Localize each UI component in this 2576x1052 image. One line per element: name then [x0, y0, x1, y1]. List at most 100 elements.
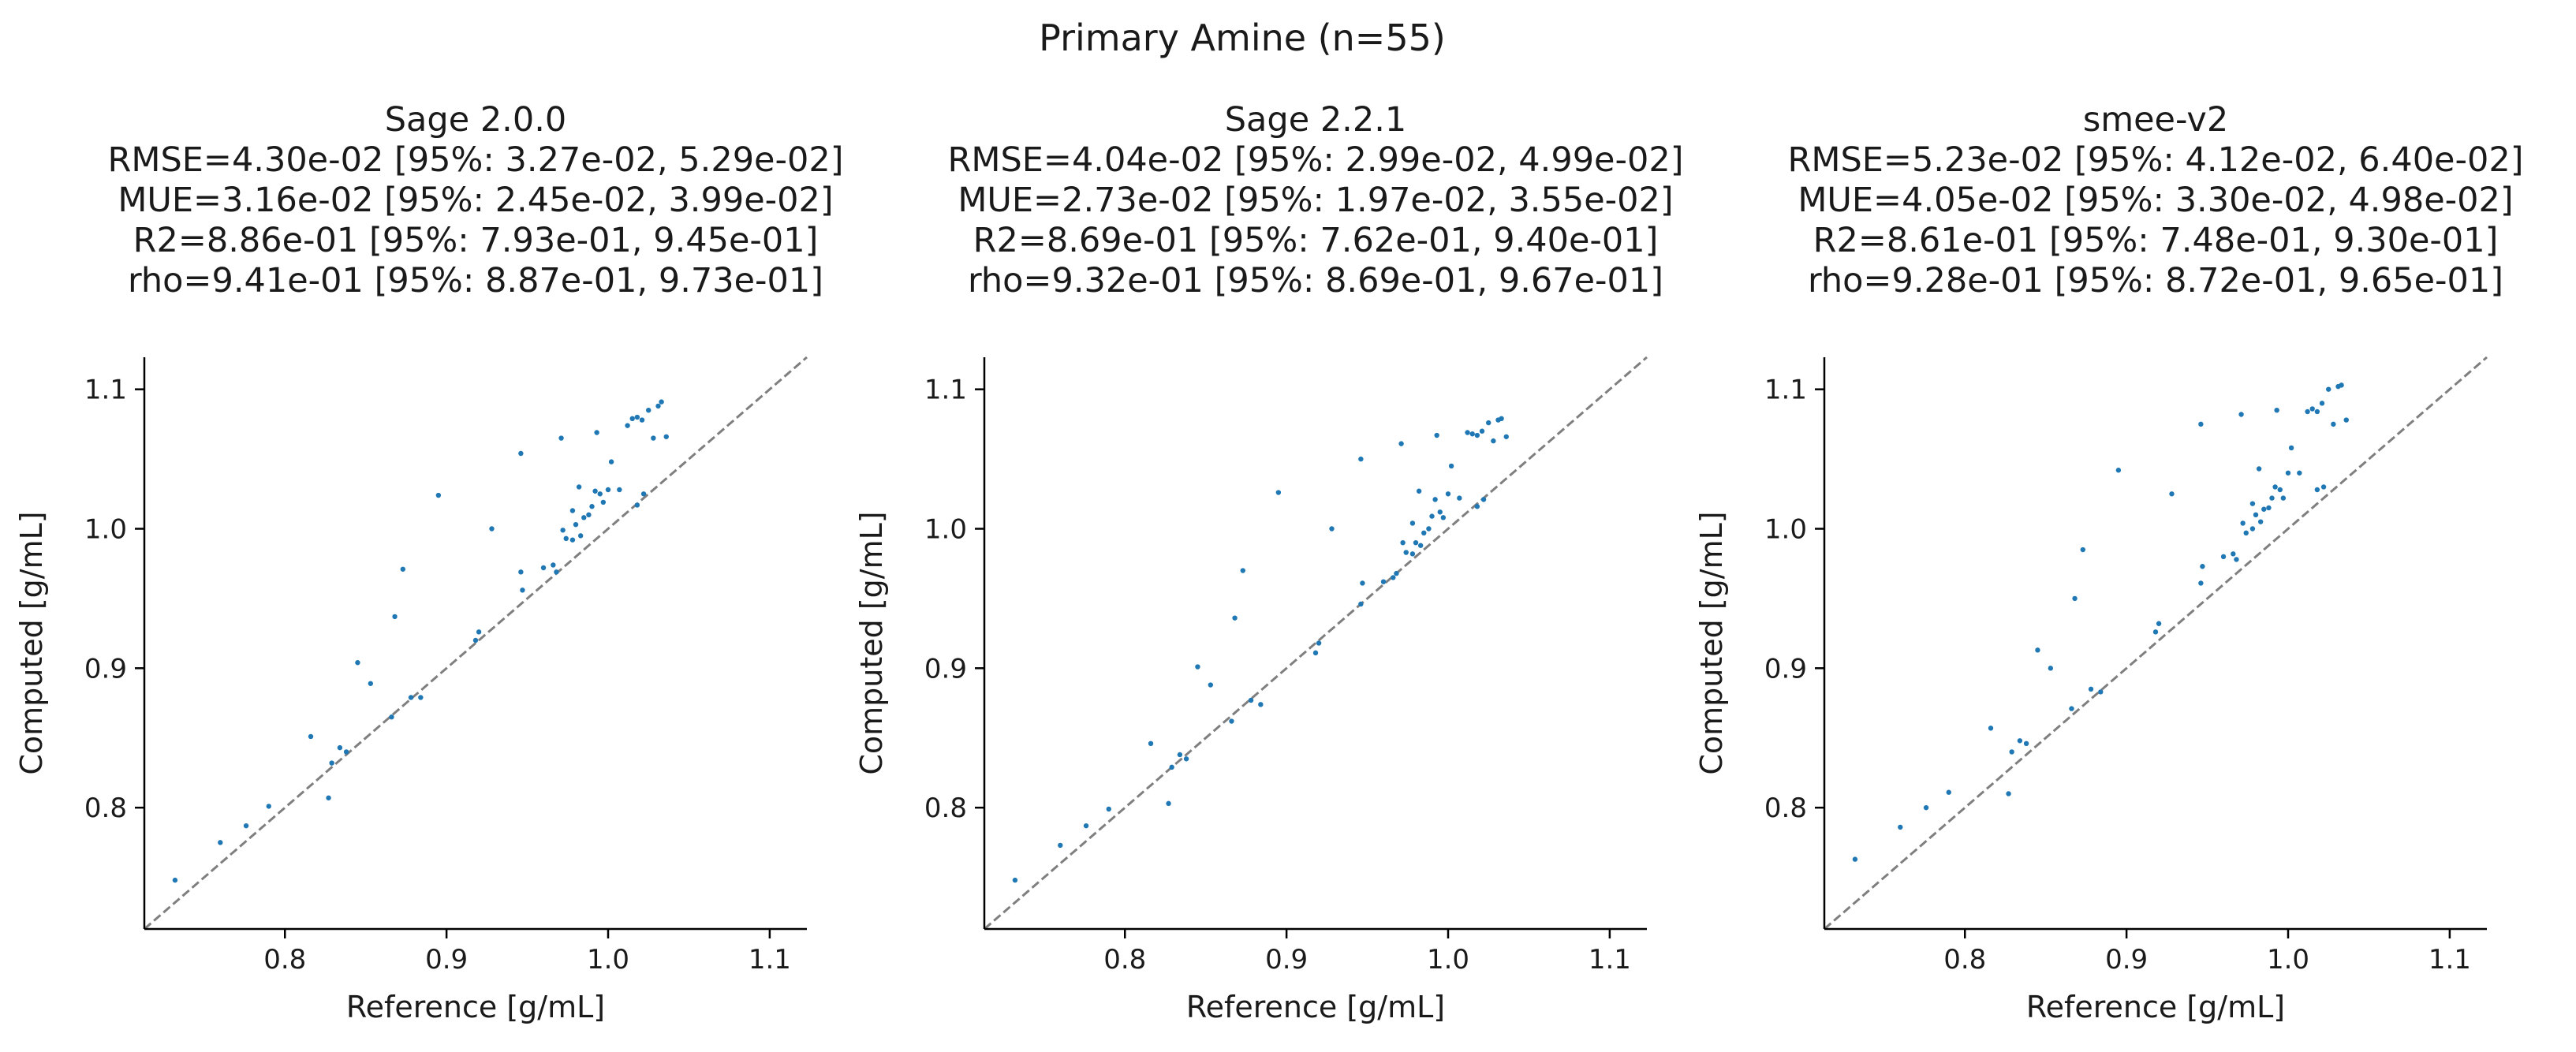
- panel-title: smee-v2: [2083, 100, 2228, 140]
- data-point: [540, 565, 547, 571]
- data-point: [625, 423, 630, 428]
- data-point: [243, 823, 249, 829]
- figure-title: Primary Amine (n=55): [1039, 17, 1446, 59]
- panel-stat-line: RMSE=4.04e-02 [95%: 2.99e-02, 4.99e-02]: [947, 140, 1683, 180]
- data-point: [1400, 539, 1406, 546]
- data-point: [1409, 520, 1416, 526]
- data-point: [489, 526, 495, 532]
- panel-stat-line: R2=8.86e-01 [95%: 7.93e-01, 9.45e-01]: [133, 221, 819, 260]
- panel-stat-line: RMSE=5.23e-02 [95%: 4.12e-02, 6.40e-02]: [1787, 140, 2523, 180]
- data-point: [1391, 575, 1396, 580]
- data-point: [629, 416, 635, 422]
- y-axis-label: Computed [g/mL]: [854, 511, 889, 774]
- data-point: [2297, 470, 2302, 476]
- data-point: [1898, 824, 1903, 830]
- panel-stat-line: R2=8.69e-01 [95%: 7.62e-01, 9.40e-01]: [973, 221, 1659, 260]
- data-point: [1258, 702, 1264, 707]
- data-point: [1169, 764, 1174, 770]
- data-point: [655, 403, 661, 409]
- data-point: [1403, 550, 1409, 555]
- data-point: [326, 795, 331, 800]
- data-point: [2261, 506, 2267, 512]
- data-point: [2256, 466, 2262, 472]
- data-point: [1448, 463, 1454, 469]
- data-point: [308, 733, 314, 740]
- data-point: [639, 417, 645, 423]
- x-tick-label: 0.9: [425, 944, 468, 976]
- y-tick-label: 0.9: [84, 653, 127, 685]
- data-point: [2309, 406, 2315, 412]
- data-point: [1469, 431, 1475, 437]
- y-axis-label: Computed [g/mL]: [1694, 511, 1729, 774]
- data-point: [1416, 488, 1422, 494]
- y-tick-label: 1.1: [924, 375, 967, 406]
- panel-stat-line: MUE=3.16e-02 [95%: 2.45e-02, 3.99e-02]: [118, 181, 833, 220]
- data-point: [1177, 752, 1183, 758]
- x-axis-label: Reference [g/mL]: [346, 990, 605, 1024]
- data-point: [2072, 595, 2078, 602]
- data-point: [1229, 718, 1234, 724]
- x-tick-label: 0.8: [1943, 944, 1986, 976]
- data-point: [646, 407, 651, 413]
- data-point: [634, 502, 640, 508]
- data-point: [2257, 519, 2264, 524]
- data-point: [1195, 664, 1200, 670]
- data-point: [2035, 647, 2040, 653]
- y-tick-label: 1.0: [1764, 514, 1807, 546]
- data-point: [663, 434, 669, 439]
- data-point: [1106, 806, 1111, 812]
- data-point: [2274, 407, 2279, 413]
- identity-reference-line: [1824, 356, 2488, 931]
- panel-stat-line: rho=9.32e-01 [95%: 8.69e-01, 9.67e-01]: [968, 261, 1663, 300]
- data-point: [2017, 738, 2023, 744]
- identity-reference-line: [984, 356, 1648, 931]
- x-axis-label: Reference [g/mL]: [2026, 990, 2285, 1024]
- data-point: [558, 435, 564, 441]
- data-point: [2277, 487, 2283, 493]
- x-tick-label: 0.9: [1265, 944, 1308, 976]
- data-point: [1457, 495, 1462, 501]
- data-point: [2343, 417, 2349, 423]
- data-point: [617, 487, 622, 493]
- y-tick-label: 1.0: [924, 514, 967, 546]
- data-point: [2249, 526, 2256, 532]
- data-point: [1312, 650, 1319, 656]
- x-tick-label: 1.1: [1589, 944, 1631, 976]
- panel-title: Sage 2.2.1: [1225, 100, 1406, 140]
- data-point: [2115, 468, 2122, 473]
- data-point: [1208, 682, 1214, 688]
- data-point: [368, 681, 374, 686]
- data-point: [2320, 484, 2327, 490]
- data-point: [2009, 749, 2014, 755]
- x-tick-label: 1.0: [2267, 944, 2309, 976]
- data-point: [1083, 823, 1089, 829]
- data-point: [389, 714, 394, 720]
- data-point: [2234, 557, 2239, 562]
- data-point: [569, 508, 576, 513]
- data-point: [1988, 726, 1994, 731]
- data-point: [408, 695, 414, 700]
- y-tick-label: 0.9: [924, 653, 967, 685]
- x-tick-label: 1.0: [587, 944, 629, 976]
- y-tick-label: 1.1: [1764, 375, 1807, 406]
- data-point: [1166, 800, 1171, 807]
- x-axis-label: Reference [g/mL]: [1186, 990, 1445, 1024]
- data-point: [2240, 520, 2246, 526]
- data-point: [2331, 421, 2336, 427]
- y-tick-label: 1.0: [84, 514, 127, 546]
- data-point: [1474, 504, 1480, 509]
- data-point: [1417, 543, 1424, 548]
- data-point: [1480, 497, 1487, 502]
- data-point: [1240, 568, 1246, 573]
- data-point: [218, 840, 223, 845]
- data-point: [329, 760, 334, 766]
- data-point: [2314, 408, 2320, 415]
- data-point: [518, 569, 524, 575]
- data-point: [2023, 741, 2029, 747]
- x-tick-label: 0.9: [2105, 944, 2148, 976]
- data-point: [2098, 689, 2104, 695]
- data-point: [1440, 515, 1447, 520]
- panel-stat-line: MUE=4.05e-02 [95%: 3.30e-02, 4.98e-02]: [1798, 181, 2513, 220]
